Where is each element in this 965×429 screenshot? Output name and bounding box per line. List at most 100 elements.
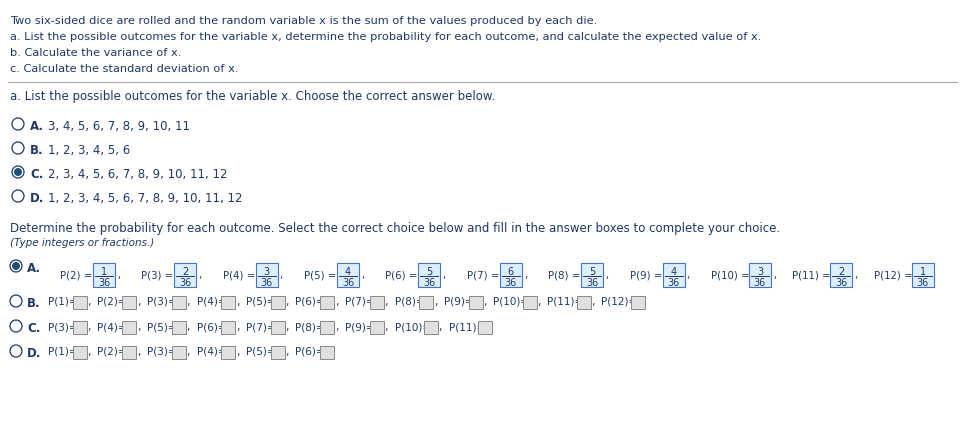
Circle shape: [13, 263, 19, 269]
Text: A.: A.: [27, 262, 41, 275]
FancyBboxPatch shape: [576, 296, 591, 308]
Text: ,: ,: [538, 297, 540, 307]
Text: Determine the probability for each outcome. Select the correct choice below and : Determine the probability for each outco…: [10, 222, 780, 235]
Text: ,: ,: [236, 322, 239, 332]
Text: P(11)=: P(11)=: [449, 322, 484, 332]
Text: ,: ,: [186, 322, 190, 332]
Text: ,: ,: [335, 322, 339, 332]
FancyBboxPatch shape: [522, 296, 537, 308]
Text: ,: ,: [592, 297, 594, 307]
FancyBboxPatch shape: [256, 263, 278, 287]
Text: ,: ,: [524, 270, 527, 280]
Text: P(5)=: P(5)=: [246, 347, 276, 357]
Text: 36: 36: [668, 278, 679, 288]
Text: ,: ,: [137, 297, 140, 307]
Text: 2, 3, 4, 5, 6, 7, 8, 9, 10, 11, 12: 2, 3, 4, 5, 6, 7, 8, 9, 10, 11, 12: [48, 168, 228, 181]
Text: a. List the possible outcomes for the variable x. Choose the correct answer belo: a. List the possible outcomes for the va…: [10, 90, 495, 103]
Text: P(5) =: P(5) =: [304, 270, 337, 280]
FancyBboxPatch shape: [320, 345, 334, 359]
Text: ,: ,: [88, 347, 91, 357]
Text: ,: ,: [117, 270, 120, 280]
Text: P(1)=: P(1)=: [48, 297, 77, 307]
Text: P(2)=: P(2)=: [97, 347, 127, 357]
Text: 4: 4: [671, 267, 676, 277]
FancyBboxPatch shape: [424, 320, 437, 333]
FancyBboxPatch shape: [337, 263, 359, 287]
Text: P(6)=: P(6)=: [197, 322, 226, 332]
Text: 36: 36: [835, 278, 847, 288]
Text: ,: ,: [280, 270, 283, 280]
Text: B.: B.: [30, 144, 43, 157]
FancyBboxPatch shape: [172, 296, 185, 308]
FancyBboxPatch shape: [478, 320, 491, 333]
Text: 5: 5: [427, 267, 432, 277]
FancyBboxPatch shape: [72, 320, 87, 333]
FancyBboxPatch shape: [175, 263, 196, 287]
Text: 1: 1: [101, 267, 107, 277]
Text: 36: 36: [179, 278, 191, 288]
FancyBboxPatch shape: [370, 296, 383, 308]
Text: P(7) =: P(7) =: [467, 270, 499, 280]
Text: P(4) =: P(4) =: [223, 270, 255, 280]
FancyBboxPatch shape: [270, 345, 285, 359]
Text: 1: 1: [920, 267, 925, 277]
Text: P(8) =: P(8) =: [548, 270, 580, 280]
Text: P(9)=: P(9)=: [345, 322, 374, 332]
FancyBboxPatch shape: [830, 263, 852, 287]
FancyBboxPatch shape: [221, 320, 235, 333]
Text: ,: ,: [137, 347, 140, 357]
Text: B.: B.: [27, 297, 41, 310]
Text: ,: ,: [443, 270, 446, 280]
Text: 36: 36: [754, 278, 766, 288]
Text: ,: ,: [434, 297, 437, 307]
Text: P(10)=: P(10)=: [395, 322, 430, 332]
Text: P(6) =: P(6) =: [385, 270, 418, 280]
Text: ,: ,: [186, 347, 190, 357]
Text: 36: 36: [342, 278, 354, 288]
FancyBboxPatch shape: [749, 263, 771, 287]
Text: 36: 36: [261, 278, 273, 288]
Text: 36: 36: [917, 278, 928, 288]
Text: 4: 4: [345, 267, 351, 277]
Text: C.: C.: [30, 168, 43, 181]
FancyBboxPatch shape: [122, 345, 136, 359]
Text: 3: 3: [757, 267, 763, 277]
FancyBboxPatch shape: [320, 296, 334, 308]
Text: ,: ,: [137, 322, 140, 332]
Text: A.: A.: [30, 120, 44, 133]
FancyBboxPatch shape: [912, 263, 933, 287]
Text: P(6)=: P(6)=: [295, 347, 325, 357]
Text: (Type integers or fractions.): (Type integers or fractions.): [10, 238, 154, 248]
Text: ,: ,: [384, 297, 388, 307]
Text: P(3)=: P(3)=: [147, 297, 177, 307]
Text: Two six-sided dice are rolled and the random variable x is the sum of the values: Two six-sided dice are rolled and the ra…: [10, 16, 597, 26]
Text: ,: ,: [384, 322, 388, 332]
Text: c. Calculate the standard deviation of x.: c. Calculate the standard deviation of x…: [10, 64, 238, 74]
Text: ,: ,: [686, 270, 690, 280]
FancyBboxPatch shape: [581, 263, 603, 287]
Text: P(2) =: P(2) =: [60, 270, 93, 280]
FancyBboxPatch shape: [630, 296, 645, 308]
FancyBboxPatch shape: [500, 263, 522, 287]
Text: ,: ,: [286, 347, 289, 357]
Text: 2: 2: [839, 267, 844, 277]
Text: C.: C.: [27, 322, 41, 335]
Text: P(12) =: P(12) =: [873, 270, 912, 280]
Text: ,: ,: [286, 297, 289, 307]
Text: P(8)=: P(8)=: [295, 322, 325, 332]
Text: ,: ,: [361, 270, 364, 280]
Text: P(7)=: P(7)=: [246, 322, 276, 332]
Text: P(3)=: P(3)=: [48, 322, 77, 332]
Text: b. Calculate the variance of x.: b. Calculate the variance of x.: [10, 48, 181, 58]
Text: P(2)=: P(2)=: [97, 297, 127, 307]
Text: 5: 5: [589, 267, 595, 277]
FancyBboxPatch shape: [270, 320, 285, 333]
Text: P(7)=: P(7)=: [345, 297, 374, 307]
Text: P(12)=: P(12)=: [601, 297, 638, 307]
Text: 36: 36: [586, 278, 598, 288]
Text: ,: ,: [186, 297, 190, 307]
Text: ,: ,: [236, 297, 239, 307]
Text: ,: ,: [773, 270, 776, 280]
Text: D.: D.: [27, 347, 41, 360]
Text: 2: 2: [182, 267, 188, 277]
